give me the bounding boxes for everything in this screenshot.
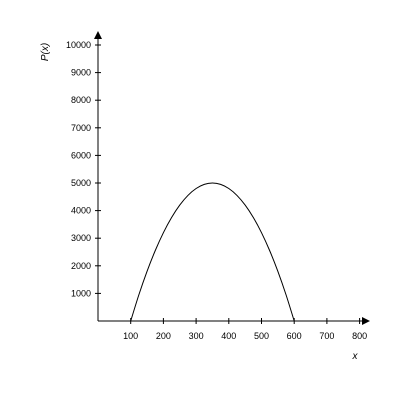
- series-line: [130, 182, 295, 322]
- y-tick-label: 3000: [71, 233, 91, 243]
- x-axis-arrow: [362, 317, 370, 325]
- y-tick-label: 2000: [71, 261, 91, 271]
- x-tick-label: 700: [319, 331, 334, 341]
- x-tick-label: 800: [352, 331, 367, 341]
- x-axis-label: x: [352, 351, 359, 362]
- y-axis-label: P(x): [40, 43, 51, 61]
- y-tick-label: 4000: [71, 206, 91, 216]
- x-tick-label: 100: [123, 331, 138, 341]
- x-tick-label: 600: [287, 331, 302, 341]
- y-axis-arrow: [94, 31, 102, 39]
- y-tick-label: 6000: [71, 150, 91, 160]
- y-tick-label: 10000: [66, 40, 91, 50]
- y-tick-label: 1000: [71, 288, 91, 298]
- y-tick-label: 9000: [71, 68, 91, 78]
- x-tick-label: 200: [156, 331, 171, 341]
- y-ticks: 1000 2000 3000 4000 5000 6000 7000 8000 9000 1000…: [66, 40, 101, 298]
- x-tick-label: 400: [221, 331, 236, 341]
- y-tick-label: 5000: [71, 178, 91, 188]
- y-tick-label: 8000: [71, 95, 91, 105]
- x-tick-label: 300: [189, 331, 204, 341]
- y-tick-label: 7000: [71, 123, 91, 133]
- axes: [94, 31, 370, 325]
- x-ticks: 100 200 300 400 500 600 700 800: [123, 318, 367, 341]
- x-tick-label: 500: [254, 331, 269, 341]
